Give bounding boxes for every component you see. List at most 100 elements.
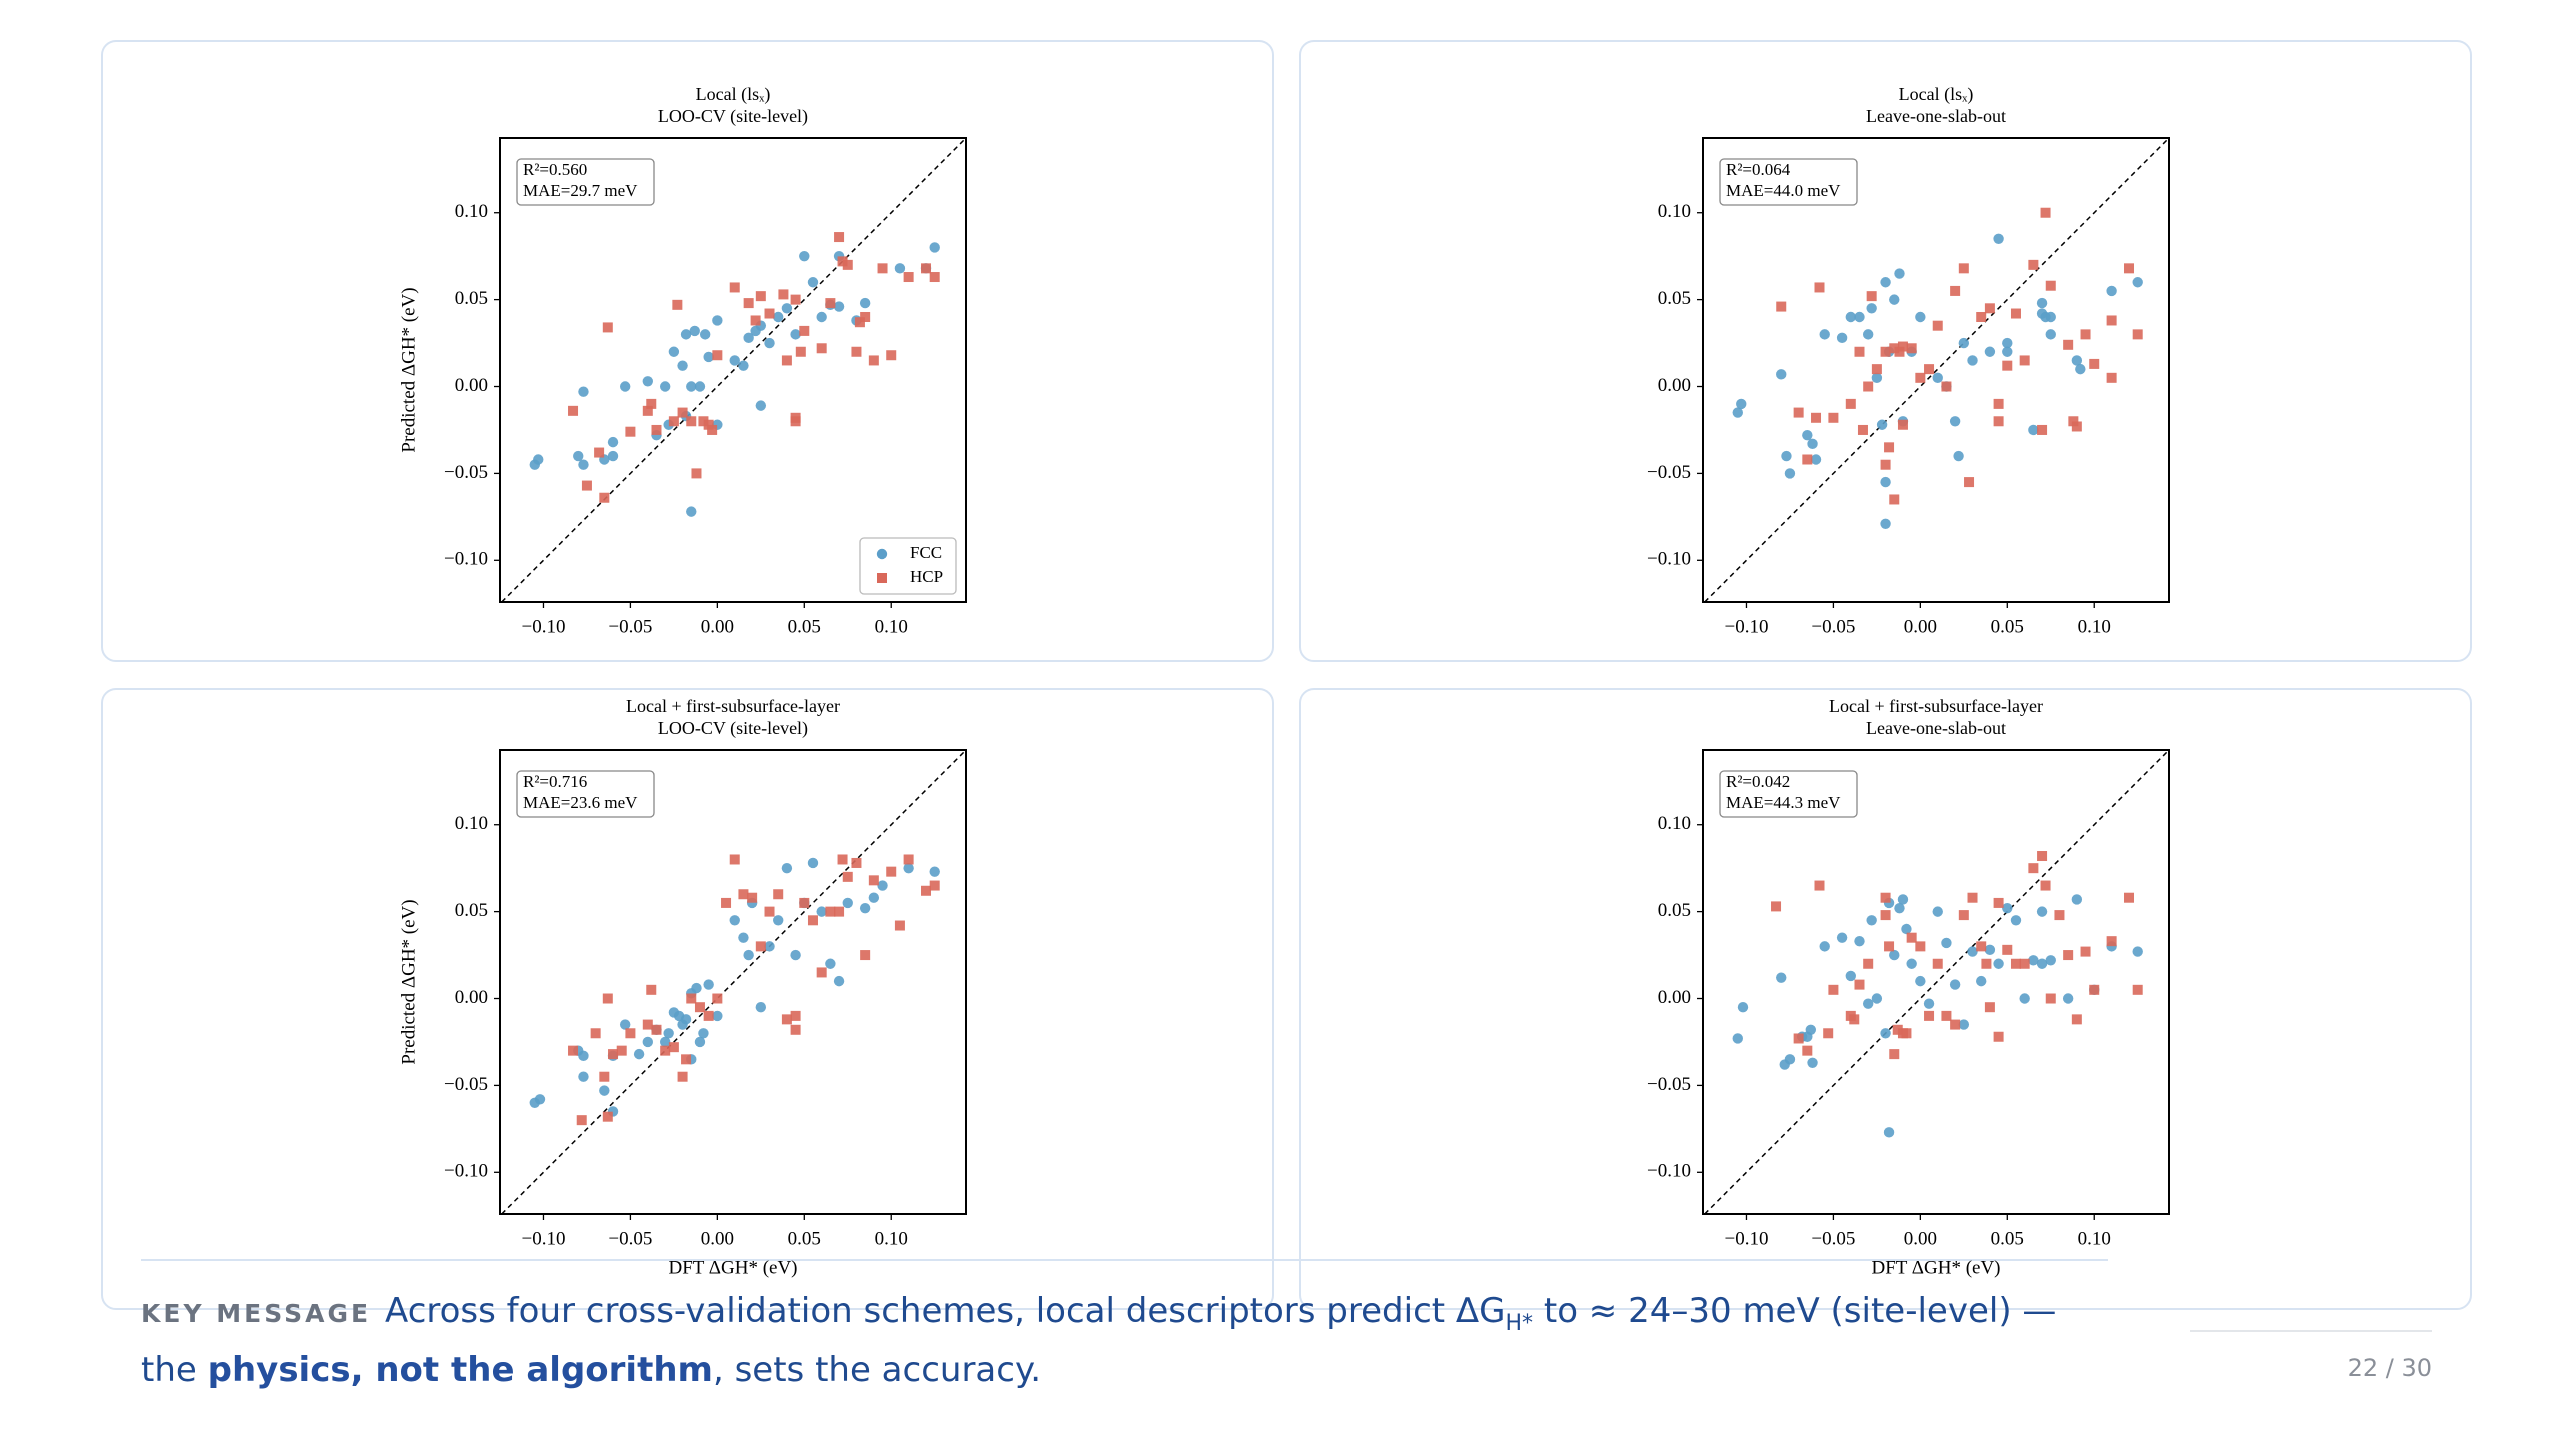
point xyxy=(755,1001,767,1013)
x-tick-label: −0.05 xyxy=(608,616,652,637)
point xyxy=(773,311,784,323)
point xyxy=(1862,329,1874,340)
chart-title: Local (lsₓ) xyxy=(1899,84,1974,105)
y-tick-label: 0.05 xyxy=(455,900,488,921)
point xyxy=(773,915,784,926)
point xyxy=(663,1028,674,1039)
point xyxy=(619,1019,631,1030)
point xyxy=(2106,285,2117,297)
point xyxy=(1941,1010,1952,1021)
y-tick-label: 0.05 xyxy=(1658,288,1691,309)
point xyxy=(1958,910,1969,921)
point xyxy=(1901,923,1912,935)
point xyxy=(1866,291,1877,302)
annotation: R²=0.716 xyxy=(523,772,587,791)
legend-marker xyxy=(876,548,888,560)
point xyxy=(1876,419,1888,430)
chart-title: Local (lsₓ) xyxy=(696,84,771,105)
point xyxy=(755,400,767,411)
point xyxy=(578,1050,589,1062)
point xyxy=(837,256,848,267)
y-tick-label: 0.00 xyxy=(1658,375,1691,396)
point xyxy=(2080,946,2091,957)
y-tick-label: 0.10 xyxy=(455,201,488,222)
point xyxy=(660,1045,671,1056)
point xyxy=(781,355,792,366)
point xyxy=(834,906,845,917)
point xyxy=(868,875,879,886)
y-tick-label: 0.00 xyxy=(1658,987,1691,1008)
point xyxy=(837,854,848,865)
point xyxy=(2063,339,2074,350)
point xyxy=(2080,329,2091,340)
point xyxy=(707,424,718,435)
point xyxy=(2045,311,2056,323)
point xyxy=(1889,294,1900,305)
annotation: MAE=44.3 meV xyxy=(1726,793,1841,812)
point xyxy=(778,289,789,300)
point xyxy=(2036,308,2048,319)
point xyxy=(816,343,827,354)
point xyxy=(2045,280,2056,291)
point xyxy=(2037,424,2048,435)
point xyxy=(755,941,766,952)
chart-subtitle: Leave-one-slab-out xyxy=(1866,718,2006,738)
point xyxy=(573,450,584,462)
point xyxy=(1993,233,2004,244)
point xyxy=(1964,477,1975,488)
point xyxy=(1941,381,1952,392)
point xyxy=(607,450,619,462)
point xyxy=(686,506,697,517)
point xyxy=(2045,955,2056,966)
point xyxy=(781,303,793,314)
y-tick-label: −0.10 xyxy=(444,1161,488,1182)
point xyxy=(860,950,871,961)
point xyxy=(1884,941,1895,952)
point xyxy=(929,272,940,283)
x-tick-label: 0.00 xyxy=(701,1228,734,1249)
x-tick-label: 0.05 xyxy=(1991,1228,2024,1249)
point xyxy=(1836,932,1848,943)
point xyxy=(2010,958,2021,969)
y-tick-label: −0.05 xyxy=(444,1074,488,1095)
point xyxy=(781,862,793,874)
point xyxy=(1849,1014,1860,1025)
point xyxy=(790,1024,801,1035)
point xyxy=(625,426,636,437)
point xyxy=(1950,1019,1961,1030)
point xyxy=(1924,1010,1935,1021)
point xyxy=(703,419,714,430)
point xyxy=(642,1036,653,1048)
point xyxy=(712,350,723,361)
point xyxy=(1993,958,2004,969)
subscript: H* xyxy=(1505,1310,1534,1336)
x-tick-label: 0.10 xyxy=(2078,1228,2111,1249)
x-axis-label: DFT ΔGH* (eV) xyxy=(1871,1257,2000,1278)
point xyxy=(694,1002,705,1013)
point xyxy=(860,311,871,322)
point xyxy=(790,1010,801,1021)
point xyxy=(1958,263,1969,274)
point xyxy=(1814,282,1825,293)
x-tick-label: 0.00 xyxy=(701,616,734,637)
point xyxy=(2019,958,2030,969)
x-tick-label: 0.05 xyxy=(1991,616,2024,637)
point xyxy=(1967,892,1978,903)
point xyxy=(729,355,740,366)
point xyxy=(2002,337,2013,349)
point xyxy=(2089,358,2100,369)
point xyxy=(1854,979,1865,990)
point xyxy=(2071,355,2083,366)
point xyxy=(1819,329,1830,340)
point xyxy=(1736,398,1747,410)
point xyxy=(2002,902,2013,914)
point xyxy=(1737,1001,1749,1013)
x-tick-label: −0.10 xyxy=(521,616,565,637)
y-tick-label: −0.10 xyxy=(1647,549,1691,570)
point xyxy=(729,915,740,926)
point xyxy=(568,405,579,416)
point xyxy=(929,242,940,253)
point xyxy=(743,298,754,309)
point xyxy=(2036,297,2048,309)
point xyxy=(1857,424,1868,435)
